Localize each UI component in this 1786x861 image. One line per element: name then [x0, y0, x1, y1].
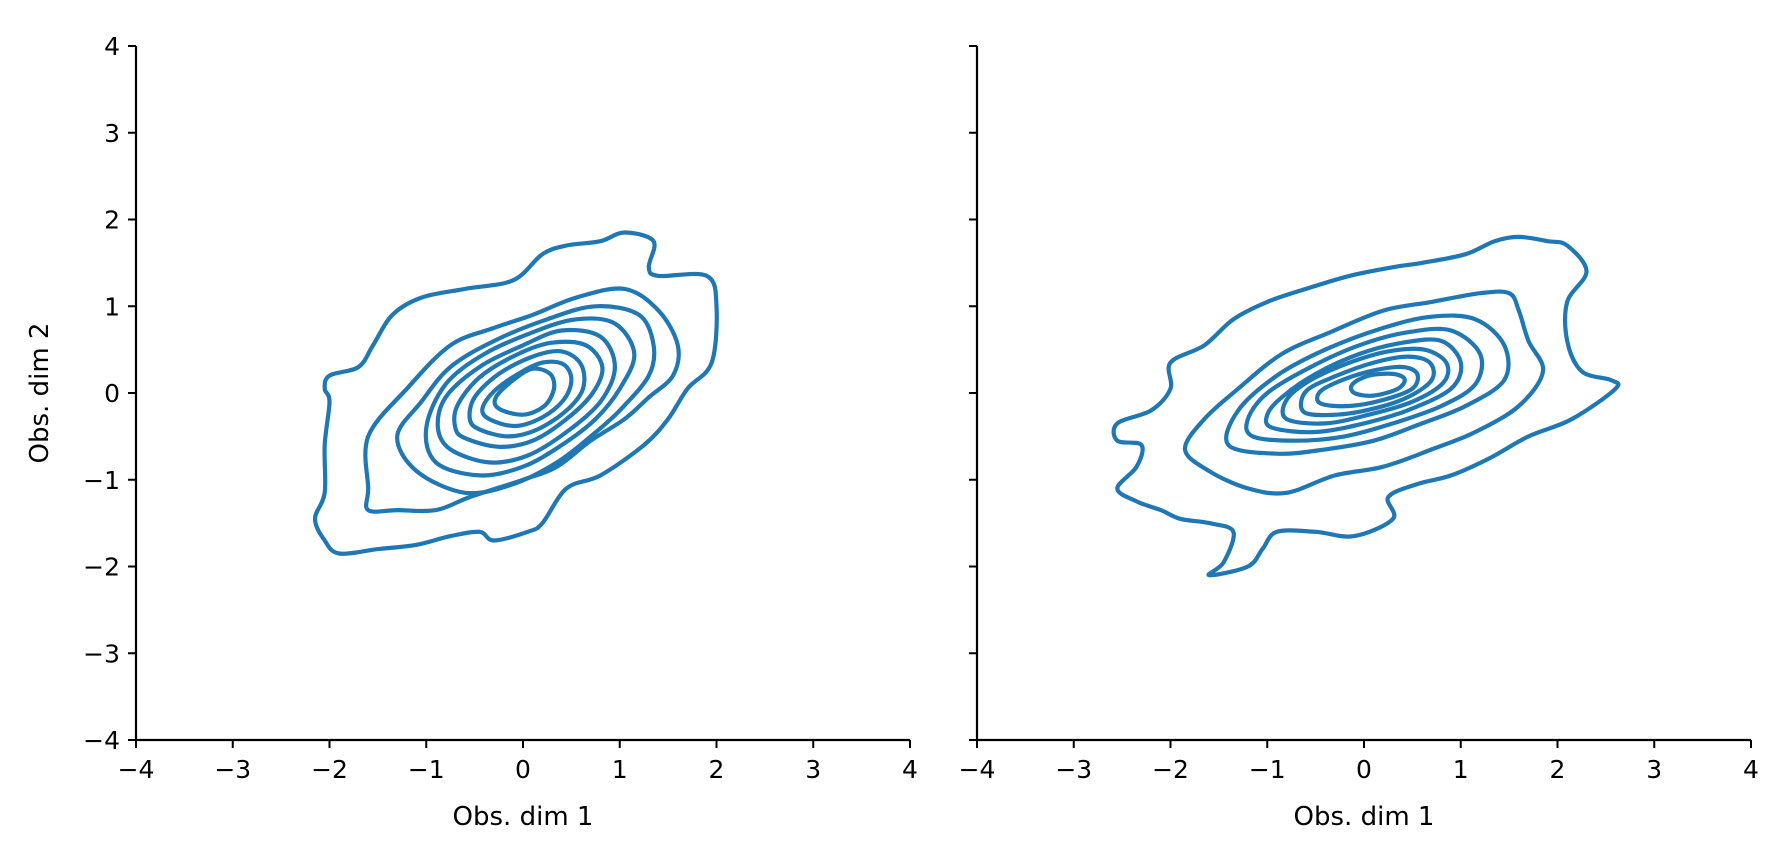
x-tick-label: −1 [408, 755, 445, 784]
contour-line-level-5 [435, 327, 617, 465]
contour-line-level-4 [423, 316, 637, 478]
contour-line-level-9 [1348, 371, 1407, 398]
contour-line-level-3 [395, 304, 657, 496]
contour-line-level-4 [1244, 326, 1485, 443]
y-tick-label: 2 [104, 206, 120, 235]
x-tick-label: −1 [1249, 755, 1286, 784]
x-tick-label: −2 [311, 755, 348, 784]
y-tick-label: 1 [104, 292, 120, 321]
y-tick-label: −3 [83, 639, 120, 668]
x-tick-label: 4 [1743, 755, 1759, 784]
contour-line-level-7 [467, 348, 587, 439]
x-tick-label: 2 [1550, 755, 1566, 784]
contour-line-level-9 [492, 366, 557, 417]
contour-line-level-6 [1280, 346, 1451, 426]
contour-line-level-1 [312, 230, 719, 556]
x-tick-label: −2 [1152, 755, 1189, 784]
x-tick-label: −3 [214, 755, 251, 784]
x-tick-label: 1 [612, 755, 628, 784]
x-tick-label: 3 [1646, 755, 1662, 784]
x-axis-label: Obs. dim 1 [1294, 802, 1435, 832]
contour-line-level-1 [1111, 234, 1621, 578]
x-tick-label: −3 [1055, 755, 1092, 784]
right-panel: −4 −3 −2 −1 0 1 2 3 4 Obs. dim 1 [959, 45, 1759, 832]
y-tick-label: 0 [104, 379, 120, 408]
y-tick-label: 3 [104, 119, 120, 148]
contour-line-level-6 [452, 339, 605, 449]
contour-line-level-3 [1224, 313, 1511, 456]
x-tick-label: −4 [118, 755, 155, 784]
contour-line-level-2 [1182, 289, 1546, 496]
contour-line-level-8 [480, 359, 574, 429]
y-tick-label: 4 [104, 32, 120, 61]
contour-line-level-8 [1315, 364, 1421, 409]
contour-line-level-7 [1298, 354, 1436, 418]
left-panel: −4 −3 −2 −1 0 1 2 3 4 −4 −3 −2 −1 0 1 2 3 4 Obs. dim 1 Obs.… [25, 32, 918, 832]
y-axis-label: Obs. dim 2 [25, 323, 55, 464]
x-tick-label: 0 [1356, 755, 1372, 784]
x-tick-label: 0 [515, 755, 531, 784]
y-tick-label: −2 [83, 553, 120, 582]
x-tick-label: 4 [902, 755, 918, 784]
x-tick-label: 3 [805, 755, 821, 784]
x-axis-label: Obs. dim 1 [453, 802, 594, 832]
contour-line-level-5 [1263, 337, 1464, 435]
y-tick-label: −4 [83, 726, 120, 755]
x-tick-label: 2 [709, 755, 725, 784]
x-tick-label: 1 [1453, 755, 1469, 784]
x-tick-label: −4 [959, 755, 996, 784]
y-tick-label: −1 [83, 466, 120, 495]
